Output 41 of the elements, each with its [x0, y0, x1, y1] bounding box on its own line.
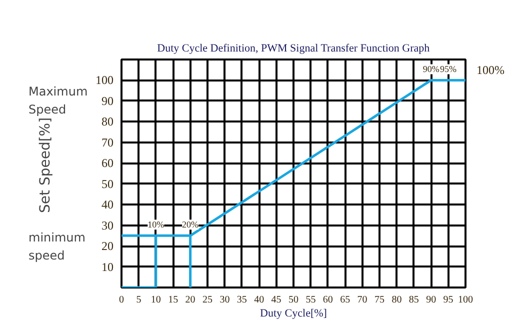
text: minimum speed — [28, 230, 86, 263]
y-tick-label: 60 — [102, 156, 114, 170]
y-tick-label: 80 — [102, 114, 114, 129]
y-tick-label: 30 — [102, 218, 114, 232]
annotation: 20% — [182, 220, 200, 230]
x-tick-label: 100 — [458, 294, 473, 306]
x-tick-label: 65 — [340, 294, 350, 306]
x-tick-label: 50 — [288, 294, 298, 306]
y-tick-label: 40 — [102, 198, 114, 212]
annotation: 90% — [422, 64, 440, 74]
x-tick-label: 15 — [168, 294, 178, 306]
x-tick-label: 75 — [374, 294, 384, 306]
x-tick-label: 10 — [150, 294, 161, 306]
x-tick-label: 20 — [185, 294, 196, 306]
x-tick-label: 80 — [392, 294, 402, 306]
x-tick-label: 40 — [254, 294, 264, 306]
x-tick-label: 95 — [443, 294, 454, 306]
x-tick-label: 70 — [357, 294, 368, 306]
y-tick-label: 20 — [102, 239, 114, 254]
y-tick-label: 70 — [102, 135, 114, 150]
y-tick-label: 100 — [96, 73, 114, 88]
text: Maximum Speed — [28, 84, 88, 117]
x-tick-label: 90 — [426, 294, 436, 306]
x-tick-label: 60 — [322, 294, 333, 306]
x-tick-label: 55 — [306, 294, 316, 306]
x-tick-label: 45 — [271, 294, 282, 306]
x-tick-label: 5 — [136, 294, 142, 306]
y-tick-label: 10 — [102, 260, 114, 274]
x-tick-label: 25 — [202, 294, 212, 306]
x-tick-label: 85 — [408, 294, 419, 306]
y-tick-label: 90 — [102, 94, 114, 108]
annotation: 100% — [476, 63, 504, 78]
x-axis-title: Duty Cycle[%] — [260, 308, 327, 320]
y-tick-label: 50 — [102, 176, 114, 191]
chart-title: Duty Cycle Definition, PWM Signal Transfer Function Graph — [157, 42, 430, 54]
x-tick-label: 0 — [119, 294, 124, 306]
annotation: 10% — [148, 220, 165, 230]
y-axis-title: Set Speed[%] — [38, 117, 54, 213]
annotation: 95% — [440, 64, 458, 74]
x-tick-label: 35 — [236, 294, 247, 306]
x-tick-label: 30 — [220, 294, 230, 306]
